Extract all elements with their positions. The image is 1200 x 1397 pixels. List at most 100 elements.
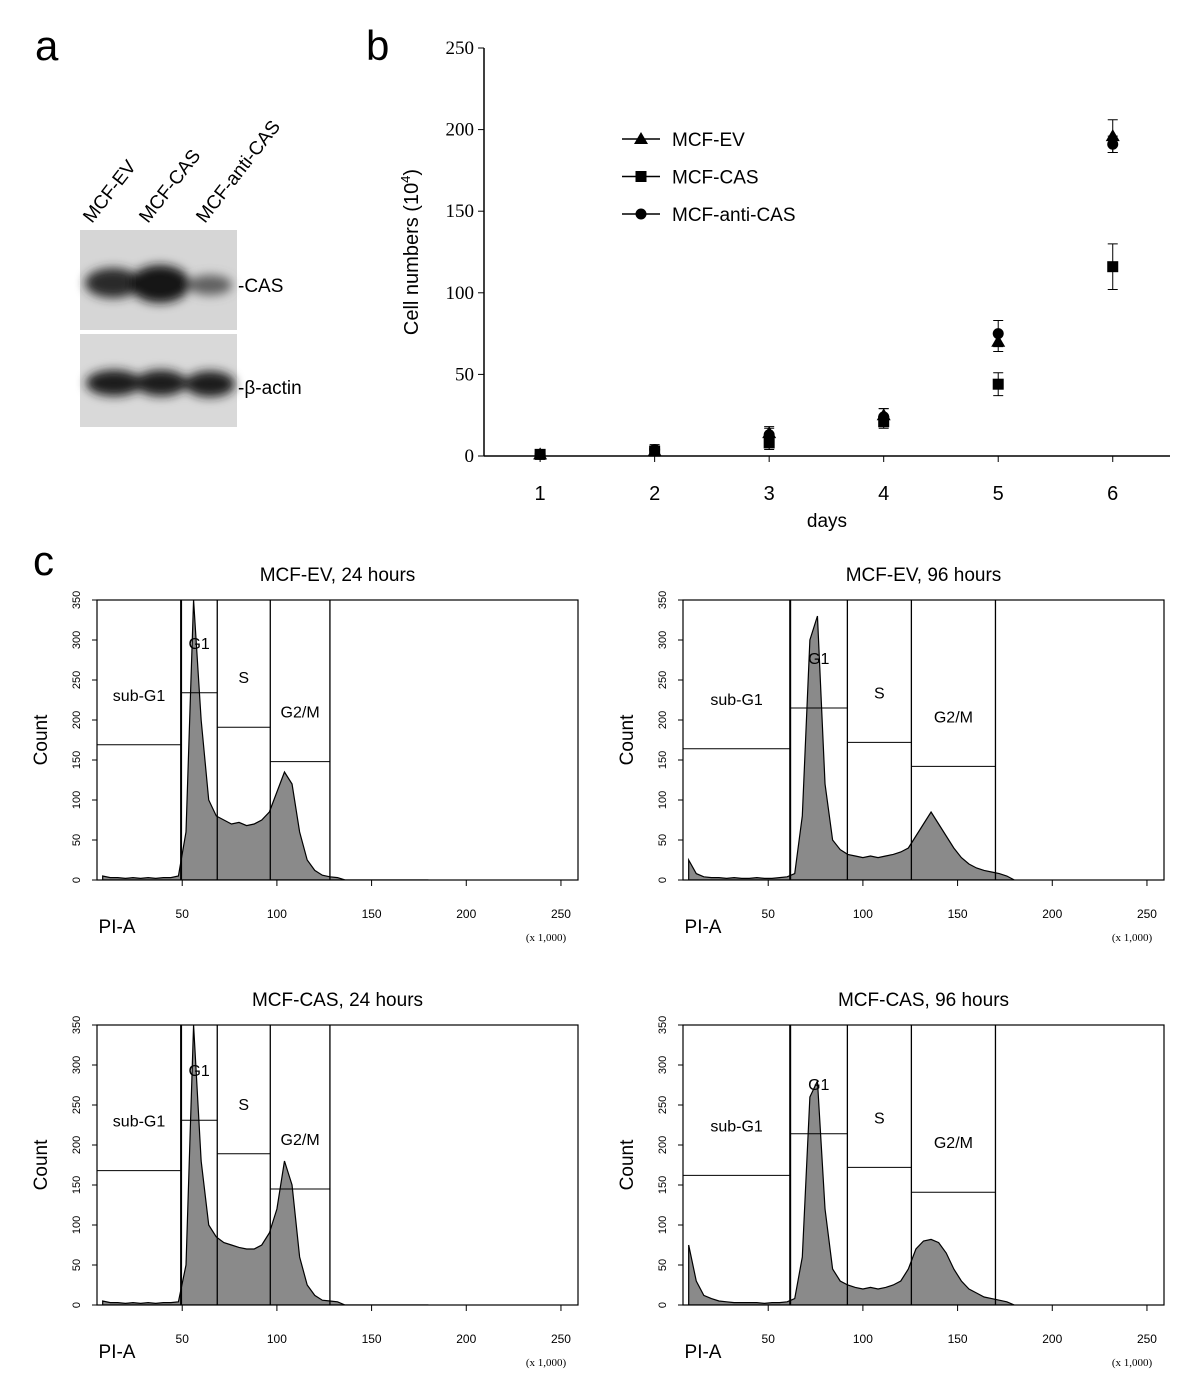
y-axis-label: Count <box>617 1139 638 1190</box>
lane-label: MCF-anti-CAS <box>192 117 285 227</box>
y-tick-label: 50 <box>71 1259 83 1271</box>
marker <box>1107 138 1119 150</box>
x-tick-label: 100 <box>853 907 873 921</box>
x-tick-label: 100 <box>853 1332 873 1346</box>
x-tick-label: 2 <box>649 483 660 505</box>
marker <box>1107 261 1119 273</box>
gate-label: S <box>874 685 885 702</box>
x-axis-label: PI-A <box>99 1342 136 1363</box>
marker <box>635 171 647 182</box>
gate-label: G1 <box>808 1077 829 1094</box>
y-axis-label: Count <box>617 714 638 765</box>
plot-frame <box>682 1024 1165 1306</box>
y-axis-label-text: Cell numbers (10 <box>401 183 423 335</box>
x-tick-label: 100 <box>267 1332 287 1346</box>
y-tick-label: 0 <box>657 1302 669 1308</box>
gate-label: G2/M <box>934 709 973 726</box>
x-tick-label: 150 <box>362 1332 382 1346</box>
gate-label: sub-G1 <box>113 1114 166 1131</box>
y-tick-label: 300 <box>657 631 669 649</box>
chart-title: MCF-EV, 24 hours <box>260 565 416 586</box>
y-tick-label: 250 <box>657 1096 669 1114</box>
x-axis-label: PI-A <box>685 1342 722 1363</box>
marker <box>763 437 775 449</box>
x-axis-label: PI-A <box>685 917 722 938</box>
gate-label: S <box>238 1097 249 1114</box>
gate-label: sub-G1 <box>710 1118 763 1135</box>
x-tick-label: 50 <box>762 1332 776 1346</box>
band <box>85 268 141 298</box>
y-tick-label: 0 <box>71 877 83 883</box>
x-unit-label: (x 1,000) <box>1112 1357 1153 1369</box>
y-tick-label: 250 <box>446 38 475 59</box>
x-unit-label: (x 1,000) <box>1112 932 1153 944</box>
band <box>188 275 232 295</box>
x-tick-label: 150 <box>948 1332 968 1346</box>
x-tick-label: 100 <box>267 907 287 921</box>
gate-label: sub-G1 <box>113 688 166 705</box>
legend-label: MCF-CAS <box>672 168 759 189</box>
y-axis-label: Count <box>31 714 52 765</box>
marker <box>992 328 1004 340</box>
x-tick-label: 150 <box>948 907 968 921</box>
y-tick-label: 0 <box>657 877 669 883</box>
y-tick-label: 300 <box>71 631 83 649</box>
y-tick-label: 50 <box>657 1259 669 1271</box>
panel-label: c <box>33 537 54 584</box>
legend-label: MCF-anti-CAS <box>672 205 796 226</box>
bands <box>85 265 235 397</box>
y-tick-label: 150 <box>657 751 669 769</box>
x-tick-label: 250 <box>551 907 571 921</box>
x-tick-label: 50 <box>762 907 776 921</box>
x-tick-label: 4 <box>878 483 889 505</box>
x-unit-label: (x 1,000) <box>526 1357 567 1369</box>
y-tick-label: 0 <box>71 1302 83 1308</box>
x-tick-label: 50 <box>176 907 190 921</box>
y-tick-label: 250 <box>71 671 83 689</box>
gate-label: S <box>874 1110 885 1127</box>
y-tick-label: 150 <box>446 201 475 222</box>
gate-label: G1 <box>188 636 209 653</box>
marker <box>1105 129 1120 142</box>
x-tick-label: 250 <box>1137 1332 1157 1346</box>
y-tick-label: 100 <box>657 1216 669 1234</box>
gate-label: G1 <box>808 651 829 668</box>
x-tick-label: 1 <box>535 483 546 505</box>
histogram-area <box>102 1025 429 1305</box>
y-tick-label: 200 <box>71 1136 83 1154</box>
x-axis-label: PI-A <box>99 917 136 938</box>
y-tick-label: 100 <box>71 1216 83 1234</box>
x-tick-label: 6 <box>1107 483 1118 505</box>
y-axis-label-sup: 4 <box>398 176 413 183</box>
plot-frame <box>96 1024 579 1306</box>
gate-label: S <box>238 670 249 687</box>
x-tick-label: 250 <box>1137 907 1157 921</box>
band-label: -β-actin <box>238 378 302 399</box>
marker <box>649 443 661 455</box>
x-tick-label: 5 <box>993 483 1004 505</box>
panel-label: b <box>366 22 389 69</box>
y-tick-label: 200 <box>657 711 669 729</box>
y-tick-label: 350 <box>657 1016 669 1034</box>
y-tick-label: 100 <box>446 283 475 304</box>
y-tick-label: 300 <box>71 1056 83 1074</box>
y-tick-label: 350 <box>71 1016 83 1034</box>
plot-area: sub-G1 G1 S G2/M <box>97 600 429 880</box>
plot-area: sub-G1 G1 S G2/M <box>683 1025 1015 1305</box>
y-axis-label: Cell numbers (104) <box>398 169 423 335</box>
plot-area: sub-G1 G1 S G2/M <box>683 600 1015 880</box>
x-tick-label: 200 <box>456 1332 476 1346</box>
chart-title: MCF-EV, 96 hours <box>846 565 1002 586</box>
gate-label: sub-G1 <box>710 692 763 709</box>
y-tick-label: 200 <box>71 711 83 729</box>
x-tick-label: 200 <box>1042 1332 1062 1346</box>
y-tick-label: 50 <box>71 834 83 846</box>
y-tick-label: 200 <box>446 120 475 141</box>
x-tick-label: 250 <box>551 1332 571 1346</box>
y-axis-label-close: ) <box>401 169 423 176</box>
y-tick-label: 100 <box>71 791 83 809</box>
western-blot: MCF-EV MCF-CAS MCF-anti-CAS -CAS -β-acti… <box>79 117 302 427</box>
y-tick-label: 350 <box>657 591 669 609</box>
y-tick-label: 350 <box>71 591 83 609</box>
